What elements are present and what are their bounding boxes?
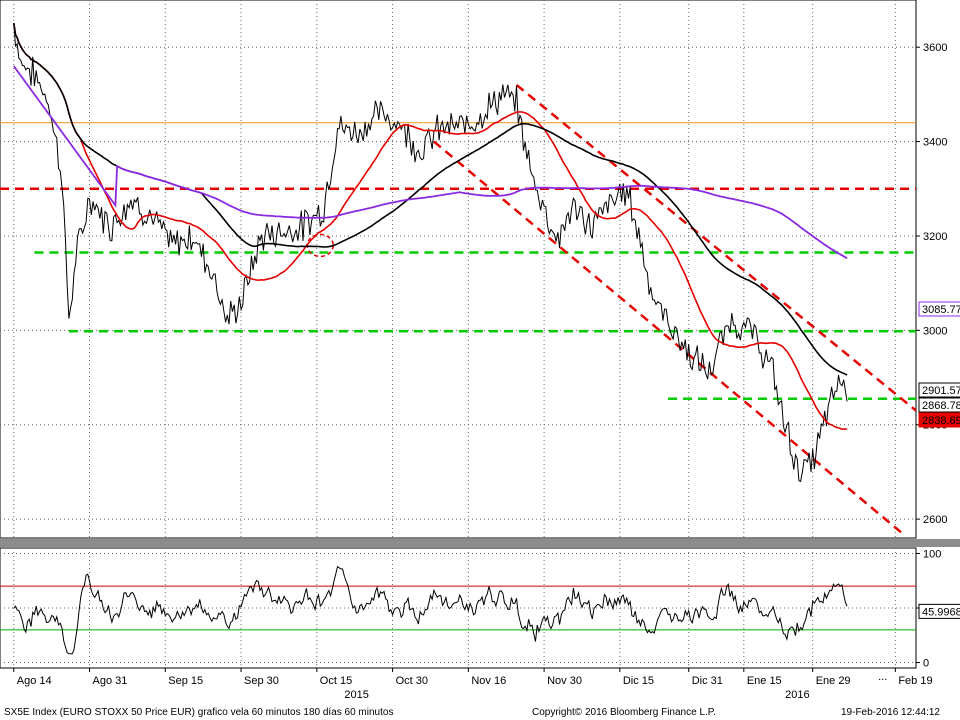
price-y-tick-label: 3200 [923,231,947,243]
separator-bar [0,539,960,547]
last-value-box [918,382,960,398]
rsi-y-tick-label: 0 [923,658,929,670]
x-axis: Ago 14 Ago 31 Sep 15 Sep 30 Oct 15 Oct 30 Nov … [13,668,933,701]
rsi-series-line [13,565,848,655]
rsi-panel-frame [0,547,917,669]
long-moving-average-line [13,65,848,260]
x-tick-label: Ene 29 [816,675,851,687]
x-tick-label: Dic 31 [692,675,723,687]
rsi-last-value-label: 45.9968 [922,606,960,618]
channel-lower-line [433,140,904,535]
x-tick-label: Ene 15 [747,675,782,687]
rsi-y-tick-label: 100 [923,548,941,560]
x-tick-label: Ago 31 [93,675,128,687]
short-moving-average-line [13,22,848,431]
footer-left-text: SX5E Index (EURO STOXX 50 Price EUR) gra… [4,707,393,718]
x-tick-label: Nov 16 [471,675,506,687]
price-y-tick-label: 3600 [923,42,947,54]
x-tick-label: Dic 15 [623,675,654,687]
footer: SX5E Index (EURO STOXX 50 Price EUR) gra… [4,707,940,718]
rsi-last-value-box [918,603,960,619]
x-tick-label: Ago 14 [17,675,52,687]
last-value-label: 2838.69 [922,415,960,427]
last-value-box [918,301,960,317]
price-series-line [13,23,848,483]
last-value-box [918,397,960,413]
footer-timestamp-text: 19-Feb-2016 12:44:12 [841,707,940,718]
x-tick-label: Oct 15 [320,675,352,687]
last-value-label: 2868.78 [922,400,960,412]
price-panel: 2600280030003200340036003085.772901.5728… [0,0,960,539]
x-year-label: 2016 [785,689,809,701]
x-year-label: 2015 [344,689,368,701]
last-value-label: 2901.57 [922,385,960,397]
price-y-tick-label: 2600 [923,514,947,526]
price-y-tick-label: 3000 [923,325,947,337]
x-tick-label: Oct 30 [396,675,428,687]
price-y-tick-label: 3400 [923,137,947,149]
last-value-box [918,412,960,428]
x-tick-label: Nov 30 [547,675,582,687]
last-value-label: 3085.77 [922,304,960,316]
price-panel-frame [0,0,917,539]
rsi-panel: 05010045.9968 [0,547,960,670]
x-tick-label: Sep 15 [168,675,203,687]
x-tick-label: Sep 30 [244,675,279,687]
channel-upper-line [515,83,917,412]
footer-copyright-text: Copyright© 2016 Bloomberg Finance L.P. [532,707,716,718]
x-axis-ellipsis: ... [878,671,887,683]
x-tick-label: Feb 19 [898,675,932,687]
panel-separator [0,539,960,547]
